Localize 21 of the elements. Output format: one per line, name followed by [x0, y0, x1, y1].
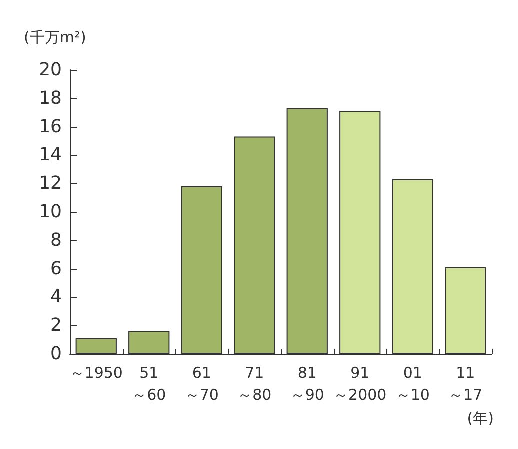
y-tick-label: 0 [50, 344, 62, 364]
x-tick-label: 71 ～80 [238, 364, 272, 404]
x-tick-label: 01 ～10 [396, 364, 430, 404]
y-tick-label: 18 [39, 88, 62, 109]
y-axis-title: (千万m²) [24, 28, 86, 46]
x-tick-label: 61 ～70 [184, 364, 219, 404]
x-tick-label: 51 ～60 [132, 364, 166, 404]
x-tick-label: 91 ～2000 [334, 364, 387, 404]
y-tick-label: 10 [39, 202, 62, 222]
x-axis-title: (年) [467, 410, 494, 428]
y-tick-label: 16 [39, 116, 62, 138]
y-tick-label: 14 [39, 144, 62, 166]
x-tick-label: ～1950 [70, 364, 123, 382]
y-tick-label: 8 [50, 230, 62, 251]
y-tick-label: 6 [50, 258, 62, 280]
x-tick-label: 81 ～90 [290, 364, 324, 404]
x-tick-label: 11 ～17 [448, 364, 483, 404]
y-tick-label: 4 [50, 286, 62, 308]
y-tick-label: 2 [50, 315, 62, 336]
y-tick-label: 20 [39, 60, 62, 80]
y-tick-label: 12 [39, 173, 62, 194]
